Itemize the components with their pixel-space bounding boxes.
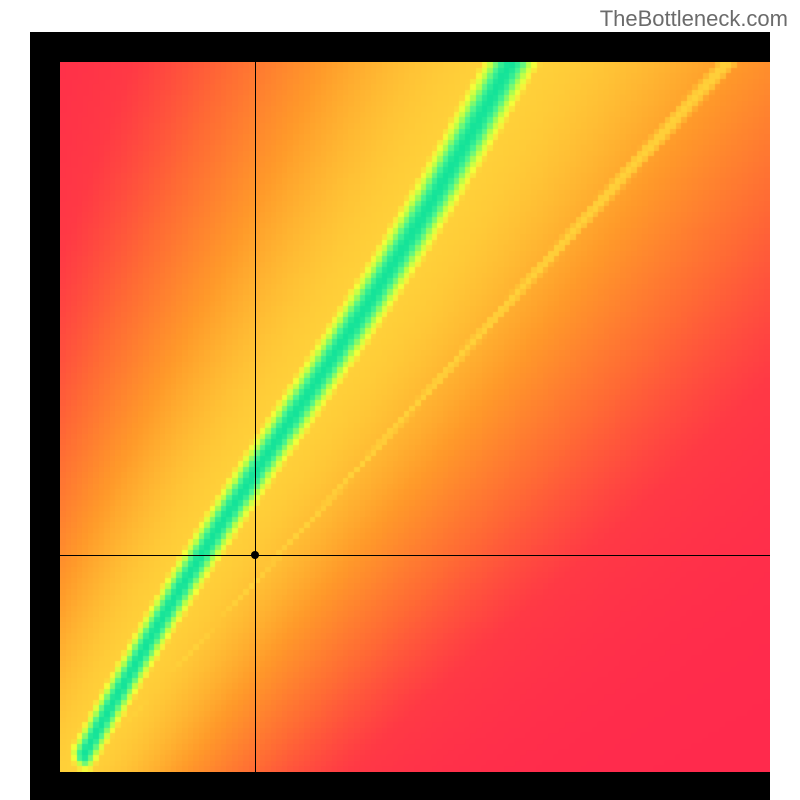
plot-area <box>60 62 770 772</box>
heatmap-canvas <box>60 62 770 772</box>
crosshair-vertical <box>255 62 256 772</box>
crosshair-marker <box>251 551 259 559</box>
watermark-text: TheBottleneck.com <box>600 6 788 32</box>
crosshair-horizontal <box>60 555 770 556</box>
chart-container: TheBottleneck.com <box>0 0 800 800</box>
